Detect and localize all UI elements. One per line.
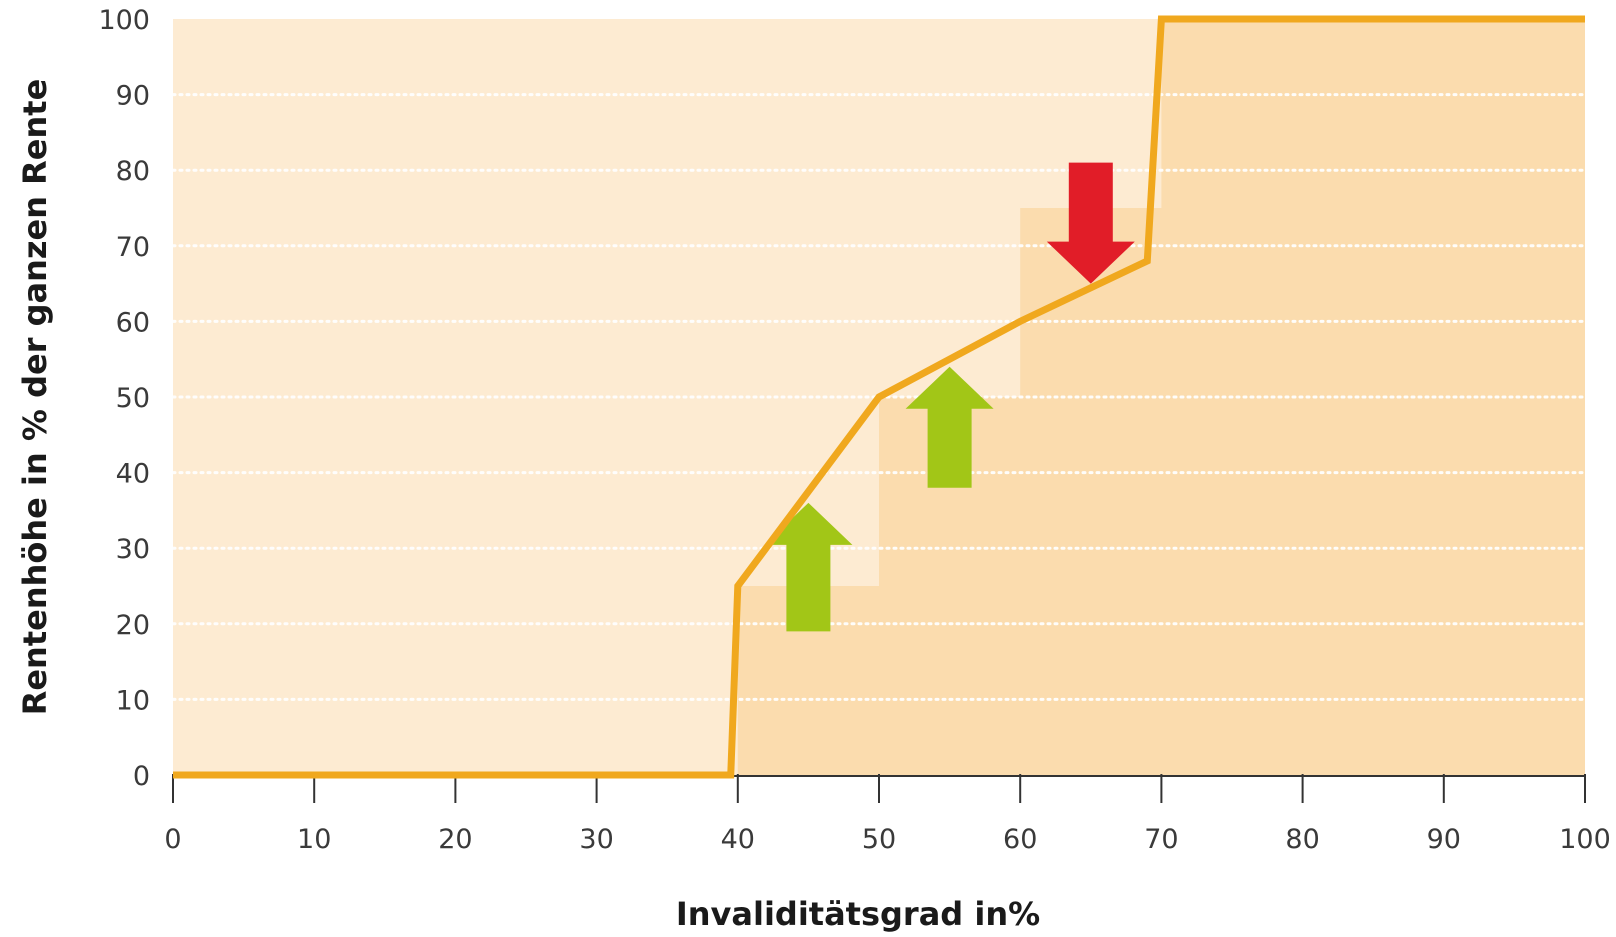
y-tick-label: 20 xyxy=(116,610,150,641)
y-tick-label: 70 xyxy=(116,232,150,263)
series-line xyxy=(173,15,1585,779)
y-tick-label: 60 xyxy=(116,307,150,338)
arrow-up-icon xyxy=(764,502,853,632)
x-tick-label: 50 xyxy=(862,824,896,855)
x-axis-title: Invaliditätsgrad in% xyxy=(676,895,1040,933)
x-tick-label: 0 xyxy=(164,824,181,855)
arrow-down-icon xyxy=(1046,162,1135,284)
x-tick-label: 20 xyxy=(438,824,472,855)
y-tick-label: 30 xyxy=(116,534,150,565)
x-tick-label: 60 xyxy=(1003,824,1037,855)
y-tick-label: 40 xyxy=(116,459,150,490)
y-tick-label: 0 xyxy=(133,761,150,792)
y-tick-label: 100 xyxy=(98,5,150,36)
series-line-group xyxy=(173,15,1585,779)
x-tick-label: 100 xyxy=(1559,824,1611,855)
x-tick-label: 30 xyxy=(579,824,613,855)
y-tick-label: 50 xyxy=(116,383,150,414)
y-tick-label: 90 xyxy=(116,81,150,112)
y-tick-label: 10 xyxy=(116,685,150,716)
x-tick-label: 10 xyxy=(297,824,331,855)
x-tick-label: 90 xyxy=(1427,824,1461,855)
arrow-annotations xyxy=(764,162,1135,632)
arrow-up-icon xyxy=(905,366,994,488)
gridlines xyxy=(171,93,1587,701)
y-axis-title: Rentenhöhe in % der ganzen Rente xyxy=(16,79,54,716)
y-tick-labels: 0 10 20 30 40 50 60 70 80 90 100 xyxy=(98,5,150,792)
x-tick-label: 80 xyxy=(1285,824,1319,855)
x-tick-label: 70 xyxy=(1144,824,1178,855)
x-tick-labels: 0 10 20 30 40 50 60 70 80 90 100 xyxy=(164,824,1610,855)
x-tick-label: 40 xyxy=(721,824,755,855)
y-tick-label: 80 xyxy=(116,156,150,187)
